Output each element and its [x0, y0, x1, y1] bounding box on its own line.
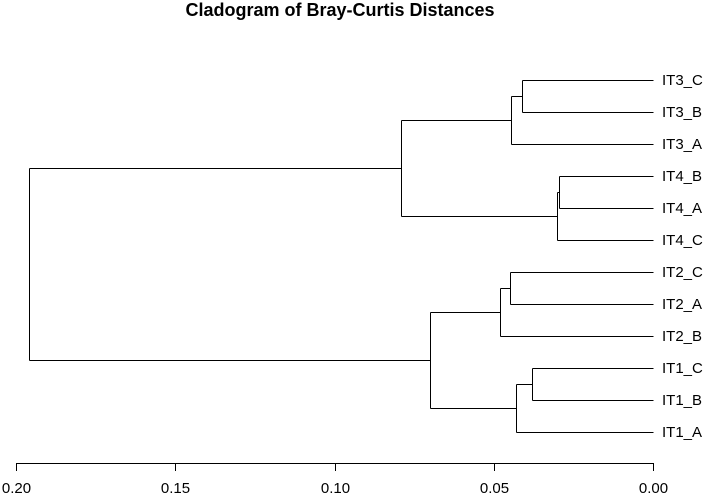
- x-tick-label: 0.15: [161, 480, 190, 497]
- leaf-label: IT2_C: [662, 264, 703, 281]
- leaf-label: IT4_C: [662, 232, 703, 249]
- leaf-label: IT2_B: [662, 328, 702, 345]
- leaf-label: IT3_C: [662, 72, 703, 89]
- dendrogram-branches: [29, 80, 654, 433]
- x-tick-label: 0.20: [2, 480, 31, 497]
- x-tick-label: 0.05: [480, 480, 509, 497]
- leaf-label: IT3_B: [662, 104, 702, 121]
- x-axis: 0.20 0.15 0.10 0.05 0.00: [2, 463, 668, 497]
- leaf-label: IT1_B: [662, 392, 702, 409]
- leaf-label: IT3_A: [662, 136, 702, 153]
- leaf-label: IT1_A: [662, 424, 702, 441]
- leaf-label: IT2_A: [662, 296, 702, 313]
- leaf-label: IT1_C: [662, 360, 703, 377]
- x-tick-label: 0.00: [639, 480, 668, 497]
- leaf-label: IT4_B: [662, 168, 702, 185]
- chart-title: Cladogram of Bray-Curtis Distances: [185, 0, 494, 20]
- leaf-labels: IT3_C IT3_B IT3_A IT4_B IT4_A IT4_C IT2_C IT2_A…: [662, 72, 703, 441]
- leaf-label: IT4_A: [662, 200, 702, 217]
- x-tick-label: 0.10: [321, 480, 350, 497]
